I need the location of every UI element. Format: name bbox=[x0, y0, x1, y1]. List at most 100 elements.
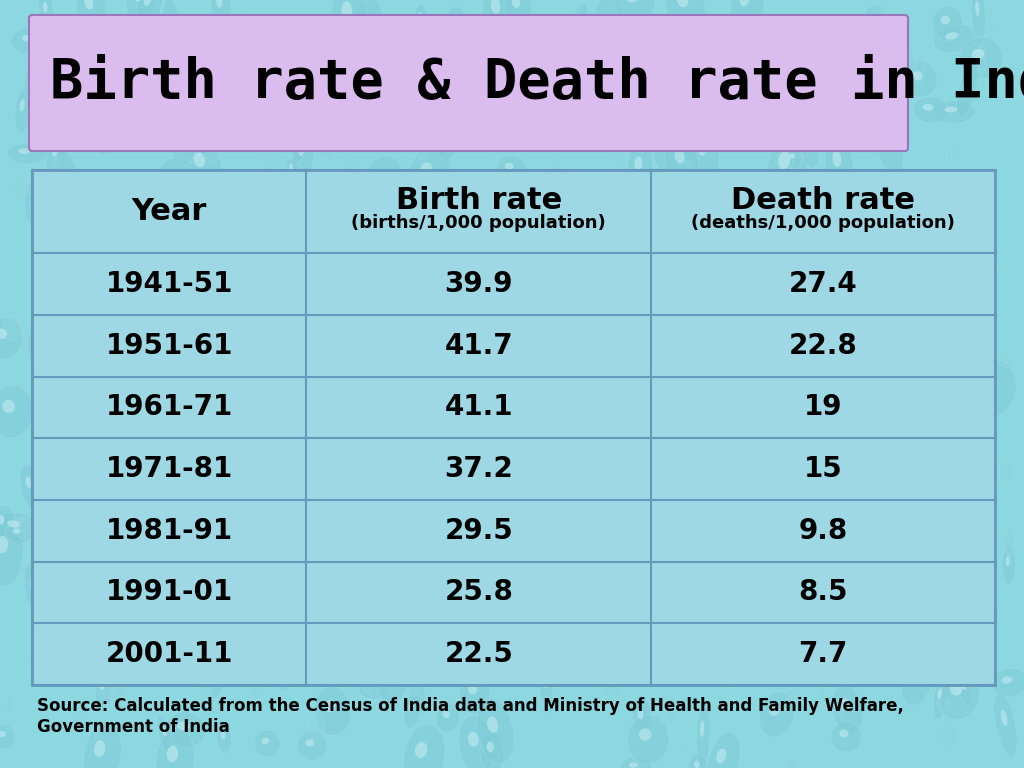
Ellipse shape bbox=[853, 385, 864, 396]
Ellipse shape bbox=[212, 329, 249, 360]
Ellipse shape bbox=[318, 122, 332, 150]
Ellipse shape bbox=[385, 670, 394, 682]
Ellipse shape bbox=[366, 677, 375, 685]
Ellipse shape bbox=[414, 485, 434, 538]
Ellipse shape bbox=[663, 431, 667, 446]
Ellipse shape bbox=[924, 508, 942, 577]
Ellipse shape bbox=[0, 517, 24, 586]
Ellipse shape bbox=[820, 480, 833, 498]
Ellipse shape bbox=[84, 722, 122, 768]
Ellipse shape bbox=[873, 0, 888, 27]
Ellipse shape bbox=[957, 470, 967, 483]
Ellipse shape bbox=[623, 432, 634, 455]
Ellipse shape bbox=[723, 551, 765, 600]
Ellipse shape bbox=[541, 253, 556, 264]
Ellipse shape bbox=[52, 157, 61, 187]
Text: 8.5: 8.5 bbox=[799, 578, 848, 607]
Ellipse shape bbox=[563, 238, 596, 285]
Ellipse shape bbox=[906, 469, 916, 475]
Ellipse shape bbox=[640, 518, 658, 541]
Ellipse shape bbox=[516, 449, 536, 466]
Ellipse shape bbox=[473, 192, 493, 236]
Ellipse shape bbox=[829, 700, 843, 717]
Ellipse shape bbox=[198, 674, 214, 705]
Ellipse shape bbox=[899, 634, 908, 648]
Ellipse shape bbox=[402, 531, 422, 562]
Ellipse shape bbox=[923, 186, 938, 229]
Ellipse shape bbox=[679, 579, 715, 638]
Ellipse shape bbox=[593, 399, 621, 439]
Ellipse shape bbox=[954, 436, 975, 462]
Ellipse shape bbox=[182, 601, 203, 636]
Ellipse shape bbox=[644, 198, 672, 236]
Ellipse shape bbox=[589, 279, 593, 297]
Ellipse shape bbox=[893, 533, 937, 600]
Text: 22.8: 22.8 bbox=[788, 332, 857, 359]
Ellipse shape bbox=[94, 740, 105, 757]
Ellipse shape bbox=[436, 702, 460, 733]
Ellipse shape bbox=[140, 650, 146, 655]
Ellipse shape bbox=[117, 444, 123, 460]
Ellipse shape bbox=[398, 668, 409, 680]
Ellipse shape bbox=[526, 332, 535, 340]
Ellipse shape bbox=[141, 58, 172, 132]
Ellipse shape bbox=[842, 61, 881, 89]
Ellipse shape bbox=[210, 217, 223, 234]
Ellipse shape bbox=[39, 0, 54, 32]
Ellipse shape bbox=[166, 230, 175, 240]
Ellipse shape bbox=[718, 290, 746, 336]
Ellipse shape bbox=[344, 317, 352, 332]
Ellipse shape bbox=[964, 345, 970, 360]
Ellipse shape bbox=[409, 703, 414, 711]
Ellipse shape bbox=[658, 414, 673, 475]
Ellipse shape bbox=[440, 228, 461, 291]
Ellipse shape bbox=[150, 78, 159, 97]
Ellipse shape bbox=[538, 660, 554, 714]
Ellipse shape bbox=[171, 120, 197, 166]
Ellipse shape bbox=[284, 532, 307, 598]
Ellipse shape bbox=[89, 614, 95, 631]
Ellipse shape bbox=[12, 180, 32, 197]
Ellipse shape bbox=[42, 224, 57, 253]
Ellipse shape bbox=[693, 508, 711, 518]
Ellipse shape bbox=[134, 0, 142, 2]
Ellipse shape bbox=[686, 463, 712, 510]
Ellipse shape bbox=[331, 632, 341, 644]
Ellipse shape bbox=[263, 46, 287, 87]
Text: 22.5: 22.5 bbox=[444, 641, 513, 668]
Ellipse shape bbox=[76, 0, 106, 37]
Ellipse shape bbox=[264, 46, 281, 65]
Ellipse shape bbox=[852, 71, 860, 78]
Ellipse shape bbox=[434, 432, 452, 454]
Ellipse shape bbox=[683, 743, 690, 760]
Ellipse shape bbox=[486, 742, 494, 753]
Ellipse shape bbox=[65, 535, 70, 545]
Ellipse shape bbox=[711, 633, 717, 645]
Ellipse shape bbox=[449, 26, 458, 44]
Ellipse shape bbox=[111, 427, 132, 490]
Ellipse shape bbox=[938, 688, 942, 699]
Ellipse shape bbox=[536, 623, 547, 641]
Ellipse shape bbox=[954, 430, 972, 462]
Ellipse shape bbox=[939, 669, 980, 720]
Ellipse shape bbox=[377, 595, 385, 609]
Ellipse shape bbox=[43, 180, 56, 204]
Ellipse shape bbox=[378, 511, 409, 541]
Ellipse shape bbox=[255, 348, 267, 365]
Ellipse shape bbox=[957, 191, 963, 201]
Ellipse shape bbox=[14, 517, 33, 534]
Ellipse shape bbox=[745, 25, 771, 51]
Ellipse shape bbox=[201, 132, 206, 141]
Ellipse shape bbox=[647, 61, 656, 71]
Ellipse shape bbox=[95, 58, 115, 97]
Ellipse shape bbox=[627, 297, 634, 311]
Ellipse shape bbox=[214, 475, 223, 486]
Ellipse shape bbox=[473, 368, 495, 400]
Ellipse shape bbox=[259, 147, 278, 171]
Ellipse shape bbox=[699, 389, 710, 396]
Ellipse shape bbox=[959, 443, 966, 449]
Ellipse shape bbox=[200, 614, 210, 631]
Ellipse shape bbox=[213, 89, 250, 111]
Text: 1941-51: 1941-51 bbox=[105, 270, 232, 298]
Ellipse shape bbox=[698, 225, 707, 237]
